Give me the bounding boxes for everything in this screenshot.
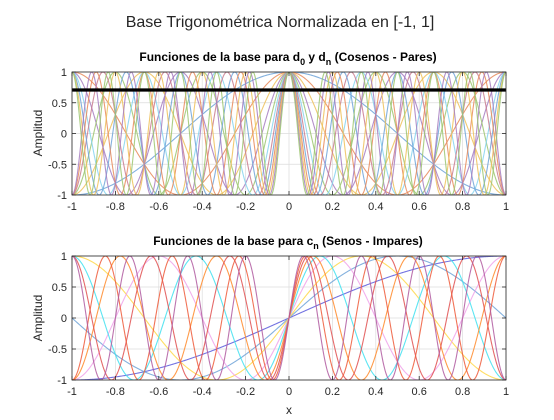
top-axes: -1 -0.8 -0.6 -0.4 -0.2 0 0.2 0.4 0.6 0.8 1 -1 -0.5 0 0… (48, 67, 509, 213)
bottom-x-tick-label: 0.8 (455, 386, 470, 398)
top-x-tick-label: 0.2 (325, 201, 340, 213)
top-y-tick-label: 0.5 (52, 98, 67, 110)
top-y-tick-label: -1 (57, 190, 67, 202)
top-series-group (72, 72, 506, 195)
bottom-y-tick-label: 0 (61, 313, 67, 325)
top-title-prefix: Funciones de la base para d (139, 50, 300, 64)
bottom-x-tick-label: -0.2 (236, 386, 255, 398)
bottom-series-group (72, 256, 506, 380)
bottom-x-tick-label: 0.4 (368, 386, 383, 398)
bottom-y-tick-label: -0.5 (48, 344, 67, 356)
top-y-axis-label: Amplitud (31, 110, 45, 157)
top-series-n22 (72, 72, 506, 195)
bottom-x-tick-label: 0.2 (325, 386, 340, 398)
bottom-axes: -1 -0.8 -0.6 -0.4 -0.2 0 0.2 0.4 0.6 0.8 1 -1 -0.5 0 0… (48, 251, 509, 398)
top-x-tick-label: -0.2 (236, 201, 255, 213)
bottom-y-tick-label: -1 (57, 375, 67, 387)
bottom-y-tick-label: 1 (61, 251, 67, 263)
top-x-tick-label: -0.4 (193, 201, 212, 213)
top-x-tick-label: 0.6 (412, 201, 427, 213)
top-title-suffix: (Cosenos - Pares) (331, 50, 436, 64)
bottom-x-axis-label: x (286, 403, 292, 417)
bottom-subplot-title: Funciones de la base para cn (Senos - Im… (153, 234, 423, 251)
bottom-x-tick-label: -0.6 (149, 386, 168, 398)
top-x-tick-label: -0.6 (149, 201, 168, 213)
bottom-x-tick-label: -1 (67, 386, 77, 398)
bottom-x-tick-label: 0 (286, 386, 292, 398)
bottom-title-subn: n (313, 241, 319, 251)
bottom-title-prefix: Funciones de la base para c (153, 234, 313, 248)
top-y-tick-label: -0.5 (48, 159, 67, 171)
top-x-tick-label: -0.8 (106, 201, 125, 213)
top-title-sub0: 0 (300, 57, 305, 67)
bottom-x-tick-label: -0.4 (193, 386, 212, 398)
top-x-tick-label: 0.8 (455, 201, 470, 213)
bottom-x-tick-label: 0.6 (412, 386, 427, 398)
top-x-tick-label: 0.4 (368, 201, 383, 213)
top-x-tick-label: 0 (286, 201, 292, 213)
top-title-mid: y d (305, 50, 326, 64)
top-subplot-title: Funciones de la base para d0 y dn (Cosen… (139, 50, 436, 67)
top-x-tick-label: -1 (67, 201, 77, 213)
figure-title: Base Trigonométrica Normalizada en [-1, … (126, 14, 435, 31)
top-y-tick-label: 1 (61, 67, 67, 79)
bottom-x-tick-label: -0.8 (106, 386, 125, 398)
bottom-y-tick-label: 0.5 (52, 282, 67, 294)
bottom-series-n15 (72, 256, 506, 380)
bottom-y-axis-label: Amplitud (31, 295, 45, 342)
top-title-subn: n (326, 57, 332, 67)
top-y-tick-label: 0 (61, 129, 67, 141)
bottom-title-suffix: (Senos - Impares) (319, 234, 423, 248)
bottom-x-tick-label: 1 (503, 386, 509, 398)
top-x-tick-label: 1 (503, 201, 509, 213)
